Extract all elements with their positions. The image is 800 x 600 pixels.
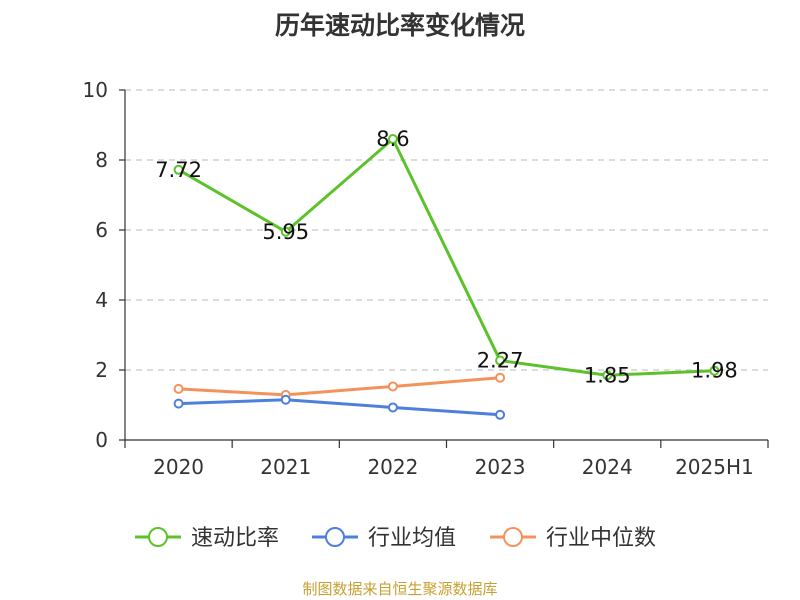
data-label: 8.6	[376, 127, 409, 151]
data-label: 1.98	[691, 359, 738, 383]
legend-label: 行业中位数	[546, 526, 656, 551]
x-tick-label: 2023	[475, 455, 526, 479]
x-tick-label: 2022	[367, 455, 418, 479]
chart-title: 历年速动比率变化情况	[274, 11, 525, 40]
y-tick-label: 10	[83, 78, 108, 102]
source-note: 制图数据来自恒生聚源数据库	[302, 580, 498, 598]
data-labels: 7.72 5.95 8.6 2.27 1.85 1.98	[155, 127, 738, 387]
data-point[interactable]	[495, 372, 506, 383]
series-line-0	[177, 137, 715, 377]
y-tick-label: 4	[95, 288, 108, 312]
series-lines	[173, 134, 720, 420]
y-tick-label: 0	[95, 428, 108, 452]
series-line-1	[178, 398, 501, 417]
legend-swatch-marker	[148, 527, 168, 547]
data-point[interactable]	[709, 365, 720, 376]
data-point[interactable]	[387, 134, 398, 144]
data-label: 1.85	[584, 363, 631, 387]
legend-item-2[interactable]: 行业中位数	[490, 526, 656, 551]
legend[interactable]: 速动比率 行业均值 行业中位数	[135, 526, 656, 551]
y-tick-label: 8	[95, 148, 108, 172]
data-label: 5.95	[262, 220, 309, 244]
legend-label: 速动比率	[191, 526, 279, 551]
data-point[interactable]	[387, 402, 398, 413]
axes: 0 2 4 6 8 10 2020 2021 2022 2023 2024 2025H1	[83, 78, 769, 479]
legend-item-0[interactable]: 速动比率	[135, 526, 279, 551]
data-point[interactable]	[173, 164, 184, 175]
data-point[interactable]	[495, 409, 506, 420]
x-tick-label: 2024	[582, 455, 633, 479]
data-point[interactable]	[280, 226, 291, 237]
data-point[interactable]	[495, 355, 506, 366]
data-point[interactable]	[173, 383, 184, 394]
data-label: 2.27	[477, 349, 524, 373]
x-tick-label: 2020	[153, 455, 204, 479]
y-tick-label: 2	[95, 358, 108, 382]
grid-lines	[125, 89, 768, 371]
x-tick-label: 2025H1	[675, 455, 754, 479]
data-point[interactable]	[602, 370, 613, 381]
y-tick-label: 6	[95, 218, 108, 242]
data-point[interactable]	[280, 394, 291, 405]
series-line-2	[178, 376, 501, 397]
legend-swatch-marker	[325, 527, 345, 547]
data-point[interactable]	[173, 398, 184, 409]
legend-label: 行业均值	[368, 526, 456, 551]
x-tick-label: 2021	[260, 455, 311, 479]
data-point[interactable]	[387, 381, 398, 392]
legend-item-1[interactable]: 行业均值	[312, 526, 456, 551]
legend-swatch-marker	[503, 527, 523, 547]
data-label: 7.72	[155, 158, 202, 182]
